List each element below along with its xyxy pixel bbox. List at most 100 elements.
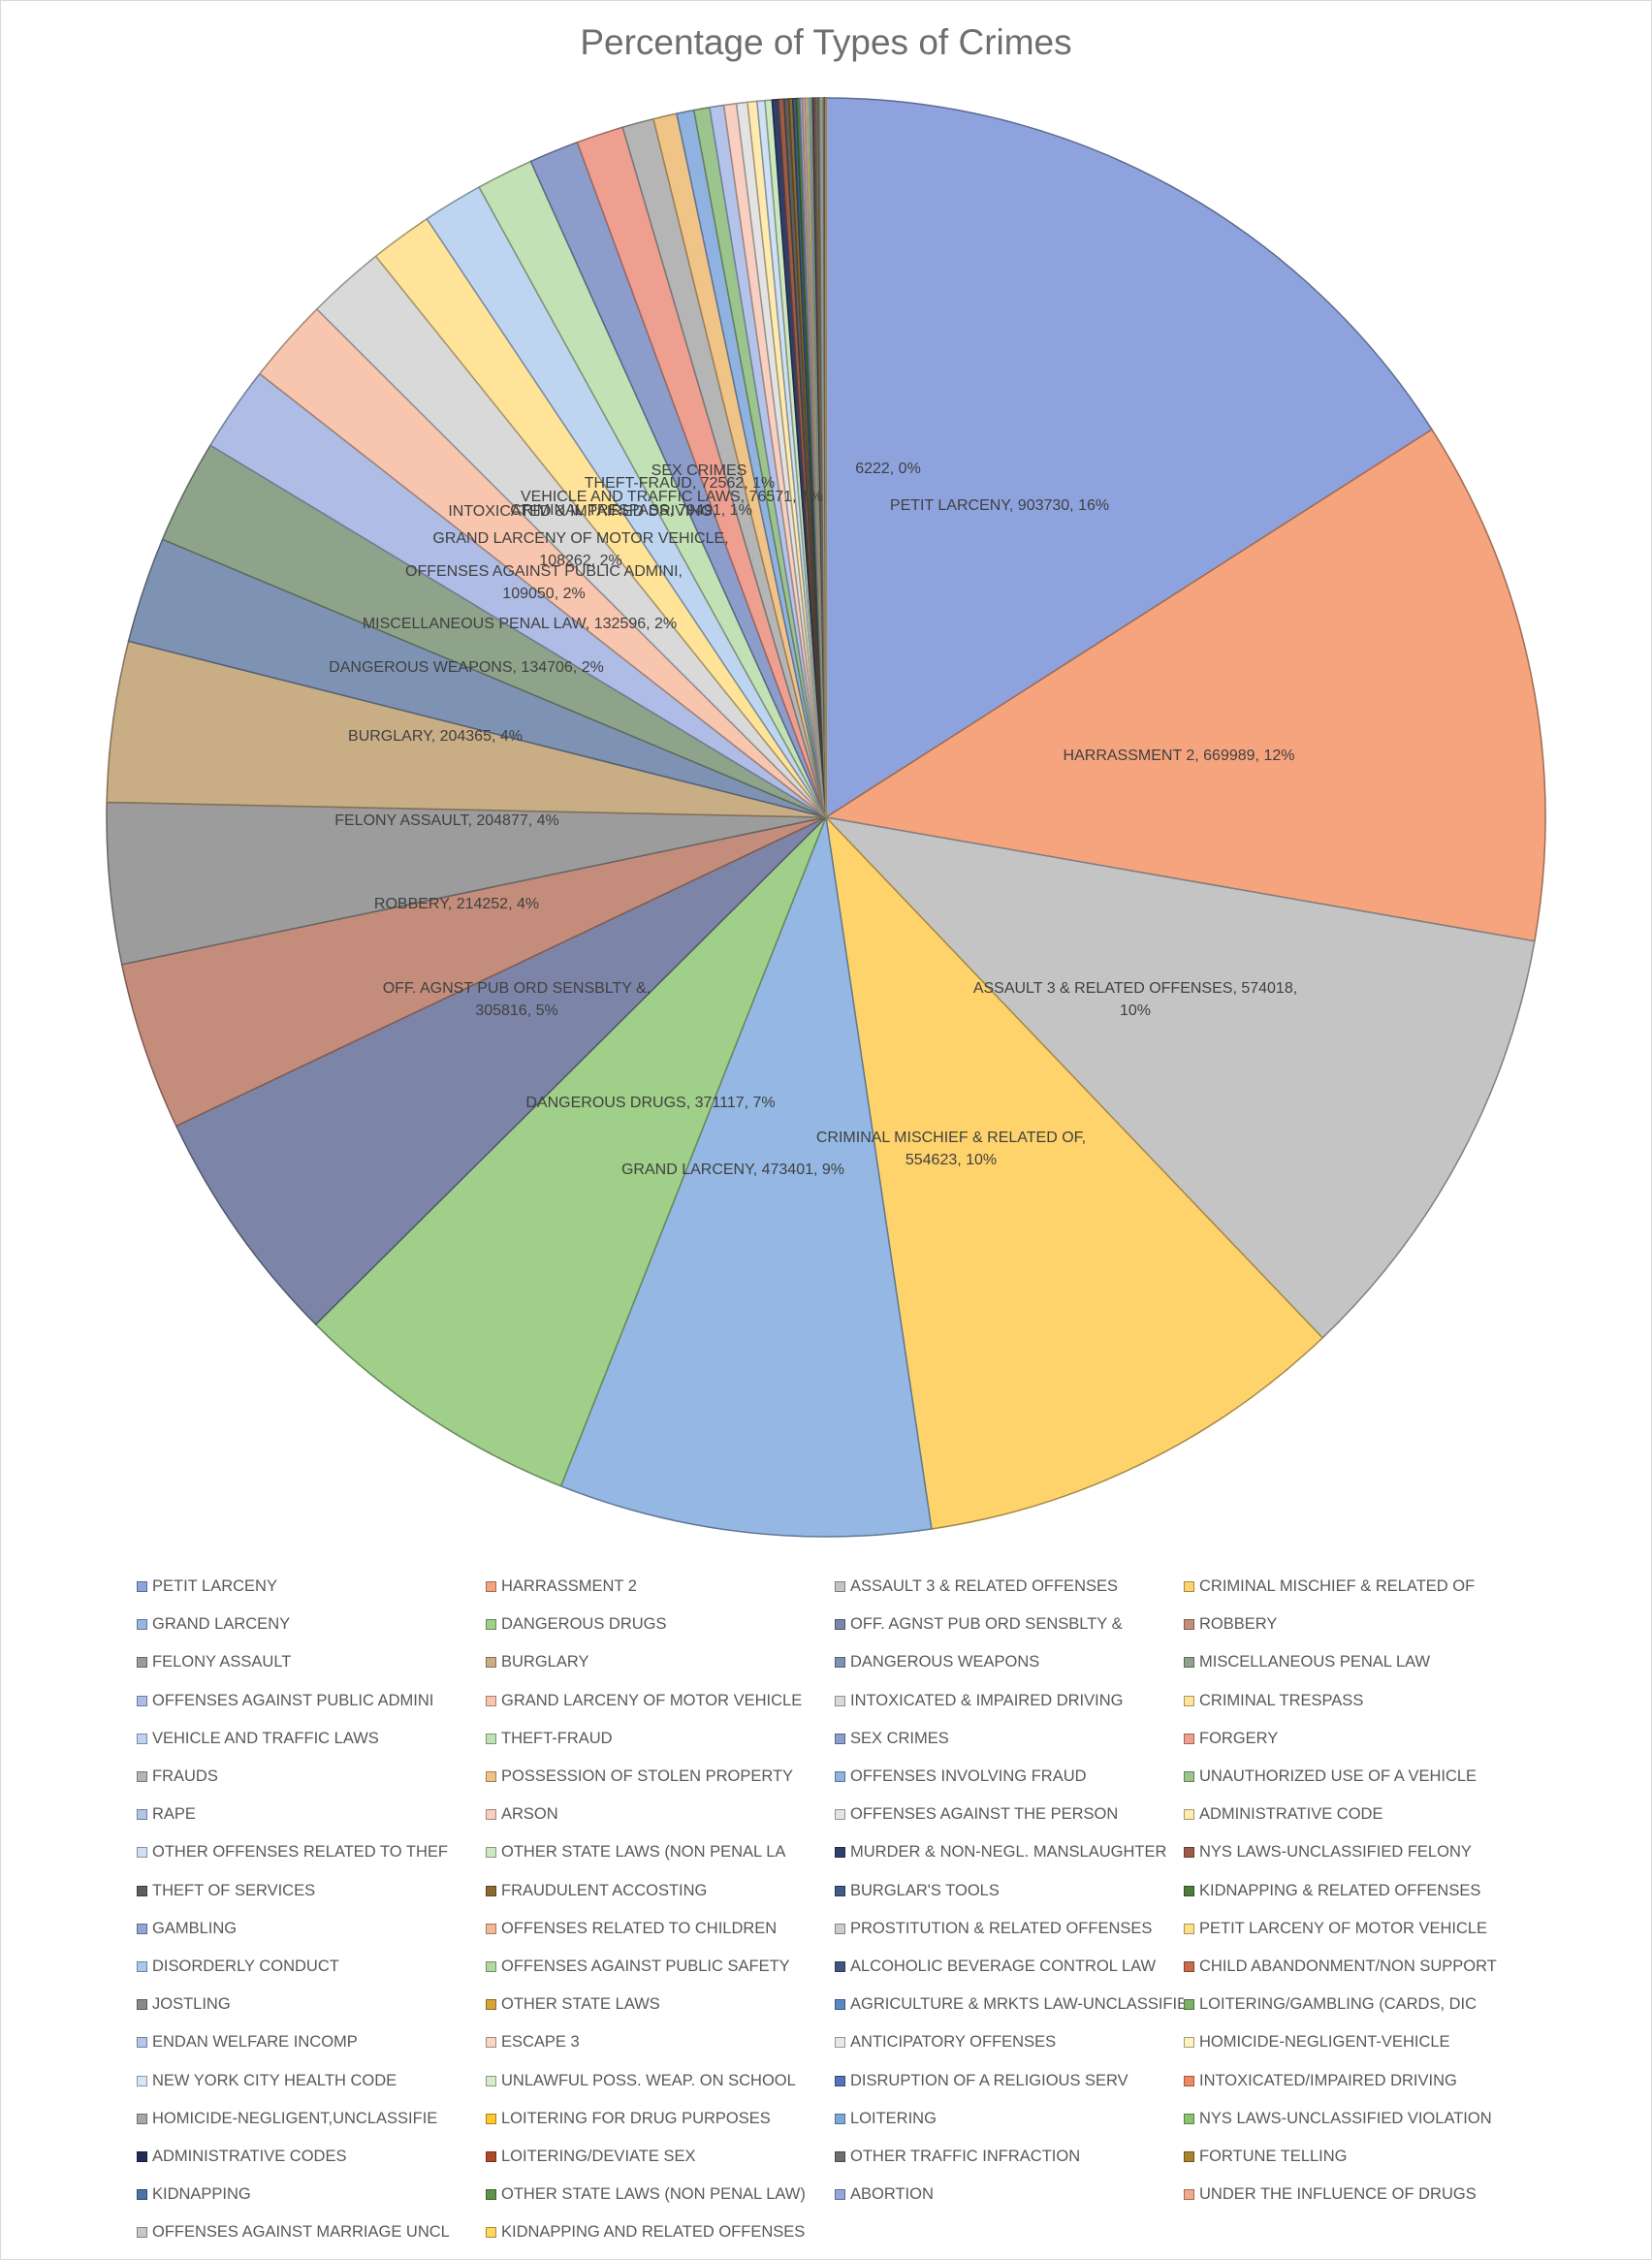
legend-item: LOITERING/GAMBLING (CARDS, DIC — [1184, 1986, 1533, 2023]
legend-label: GRAND LARCENY — [152, 1615, 291, 1634]
legend-label: MISCELLANEOUS PENAL LAW — [1199, 1653, 1431, 1671]
legend-item: ADMINISTRATIVE CODES — [137, 2138, 486, 2176]
legend-item: INTOXICATED/IMPAIRED DRIVING — [1184, 2061, 1533, 2099]
legend-label: GAMBLING — [152, 1919, 238, 1937]
legend-item: NEW YORK CITY HEALTH CODE — [137, 2061, 486, 2099]
legend-label: DISRUPTION OF A RELIGIOUS SERV — [850, 2071, 1128, 2089]
legend-label: ESCAPE 3 — [501, 2033, 580, 2052]
legend-swatch — [486, 1581, 496, 1593]
legend-item: ANTICIPATORY OFFENSES — [835, 2023, 1184, 2061]
legend-label: SEX CRIMES — [850, 1729, 949, 1747]
legend-swatch — [1184, 2037, 1194, 2049]
legend-swatch — [835, 1657, 845, 1669]
legend-label: POSSESSION OF STOLEN PROPERTY — [501, 1767, 794, 1786]
legend-label: LOITERING FOR DRUG PURPOSES — [501, 2109, 771, 2127]
legend-swatch — [1184, 1619, 1194, 1631]
legend-item: CRIMINAL MISCHIEF & RELATED OF — [1184, 1568, 1533, 1606]
legend-label: ABORTION — [850, 2185, 934, 2204]
legend-label: MURDER & NON-NEGL. MANSLAUGHTER — [850, 1843, 1167, 1862]
legend-item: OFFENSES AGAINST PUBLIC ADMINI — [137, 1682, 486, 1720]
legend-swatch — [486, 1619, 496, 1631]
legend-label: PROSTITUTION & RELATED OFFENSES — [850, 1919, 1153, 1937]
legend-swatch — [1184, 1885, 1194, 1896]
legend-swatch — [486, 1923, 496, 1934]
pie-slice — [314, 816, 827, 1487]
legend-swatch — [835, 1885, 845, 1896]
pie-chart: PETIT LARCENY, 903730, 16% HARRASSMENT 2,… — [106, 97, 1546, 1538]
legend-swatch — [835, 1809, 845, 1821]
legend-item: FRAUDS — [137, 1758, 486, 1796]
legend-swatch — [1184, 1771, 1194, 1783]
legend-item: HOMICIDE-NEGLIGENT,UNCLASSIFIE — [137, 2100, 486, 2138]
legend-item: BURGLAR'S TOOLS — [835, 1872, 1184, 1910]
legend-label: ADMINISTRATIVE CODES — [152, 2147, 347, 2165]
legend-item: DANGEROUS DRUGS — [486, 1606, 835, 1643]
legend-item: PETIT LARCENY — [137, 1568, 486, 1606]
legend-label: FRAUDULENT ACCOSTING — [501, 1881, 708, 1899]
data-label: CRIMINAL TRESPASS, 79491, 1% — [510, 502, 752, 519]
legend-swatch — [835, 1771, 845, 1783]
data-label: THEFT-FRAUD, 72562, 1% — [585, 475, 776, 492]
legend-swatch — [1184, 1999, 1194, 2011]
legend-item: NYS LAWS-UNCLASSIFIED FELONY — [1184, 1833, 1533, 1871]
legend-swatch — [486, 1657, 496, 1669]
legend-swatch — [486, 1960, 496, 1972]
legend-item: MISCELLANEOUS PENAL LAW — [1184, 1643, 1533, 1681]
legend-item: OFFENSES AGAINST THE PERSON — [835, 1796, 1184, 1833]
legend-item: DISRUPTION OF A RELIGIOUS SERV — [835, 2061, 1184, 2099]
legend-label: CRIMINAL TRESPASS — [1199, 1691, 1364, 1709]
legend-swatch — [835, 2189, 845, 2201]
legend-swatch — [486, 2227, 496, 2239]
legend-label: JOSTLING — [152, 1995, 231, 2014]
legend-swatch — [137, 2113, 147, 2124]
legend-swatch — [137, 1581, 147, 1593]
legend-item: OFF. AGNST PUB ORD SENSBLTY & — [835, 1606, 1184, 1643]
legend-item: KIDNAPPING — [137, 2176, 486, 2213]
legend-item: LOITERING/DEVIATE SEX — [486, 2138, 835, 2176]
legend-item: ALCOHOLIC BEVERAGE CONTROL LAW — [835, 1948, 1184, 1986]
legend-swatch — [137, 2037, 147, 2049]
legend-label: HARRASSMENT 2 — [501, 1577, 637, 1596]
legend-label: KIDNAPPING AND RELATED OFFENSES — [501, 2223, 806, 2242]
legend-item: KIDNAPPING AND RELATED OFFENSES — [486, 2213, 835, 2251]
legend-item: ABORTION — [835, 2176, 1184, 2213]
legend-label: OFFENSES AGAINST PUBLIC ADMINI — [152, 1691, 434, 1709]
data-label: INTOXICATED & IMPAIRED DRIVING, — [448, 503, 716, 520]
legend-label: HOMICIDE-NEGLIGENT-VEHICLE — [1199, 2033, 1450, 2052]
legend-swatch — [835, 1695, 845, 1706]
legend-label: OTHER STATE LAWS (NON PENAL LA — [501, 1843, 786, 1862]
legend-label: NYS LAWS-UNCLASSIFIED FELONY — [1199, 1843, 1472, 1862]
legend-item: OTHER TRAFFIC INFRACTION — [835, 2138, 1184, 2176]
legend-swatch — [1184, 1695, 1194, 1706]
legend-swatch — [137, 1923, 147, 1934]
legend-swatch — [486, 2189, 496, 2201]
legend: PETIT LARCENY HARRASSMENT 2 ASSAULT 3 & RE… — [137, 1568, 1533, 2251]
legend-label: CHILD ABANDONMENT/NON SUPPORT — [1199, 1957, 1497, 1975]
legend-swatch — [137, 1885, 147, 1896]
legend-item: RAPE — [137, 1796, 486, 1833]
legend-label: UNAUTHORIZED USE OF A VEHICLE — [1199, 1767, 1477, 1786]
legend-item: FORGERY — [1184, 1720, 1533, 1758]
legend-label: OTHER STATE LAWS (NON PENAL LAW) — [501, 2185, 806, 2204]
data-label: OFF. AGNST PUB ORD SENSBLTY &, 305816, 5% — [383, 980, 651, 1019]
pie-slice — [823, 428, 1546, 942]
legend-swatch — [137, 1733, 147, 1744]
legend-label: OTHER STATE LAWS — [501, 1995, 660, 2014]
pie-slice — [823, 815, 1536, 1339]
legend-swatch — [486, 2037, 496, 2049]
legend-item: UNDER THE INFLUENCE OF DRUGS — [1184, 2176, 1533, 2213]
legend-label: ROBBERY — [1199, 1615, 1278, 1634]
data-label: GRAND LARCENY, 473401, 9% — [621, 1162, 844, 1178]
legend-label: INTOXICATED/IMPAIRED DRIVING — [1199, 2071, 1457, 2089]
legend-swatch — [486, 1999, 496, 2011]
legend-label: OFFENSES INVOLVING FRAUD — [850, 1767, 1087, 1786]
legend-item: GRAND LARCENY — [137, 1606, 486, 1643]
legend-label: KIDNAPPING & RELATED OFFENSES — [1199, 1881, 1481, 1899]
legend-swatch — [486, 1733, 496, 1744]
legend-item: THEFT-FRAUD — [486, 1720, 835, 1758]
legend-swatch — [137, 1809, 147, 1821]
legend-item: OTHER STATE LAWS (NON PENAL LA — [486, 1833, 835, 1871]
legend-swatch — [835, 1999, 845, 2011]
legend-label: UNLAWFUL POSS. WEAP. ON SCHOOL — [501, 2071, 796, 2089]
legend-item: BURGLARY — [486, 1643, 835, 1681]
